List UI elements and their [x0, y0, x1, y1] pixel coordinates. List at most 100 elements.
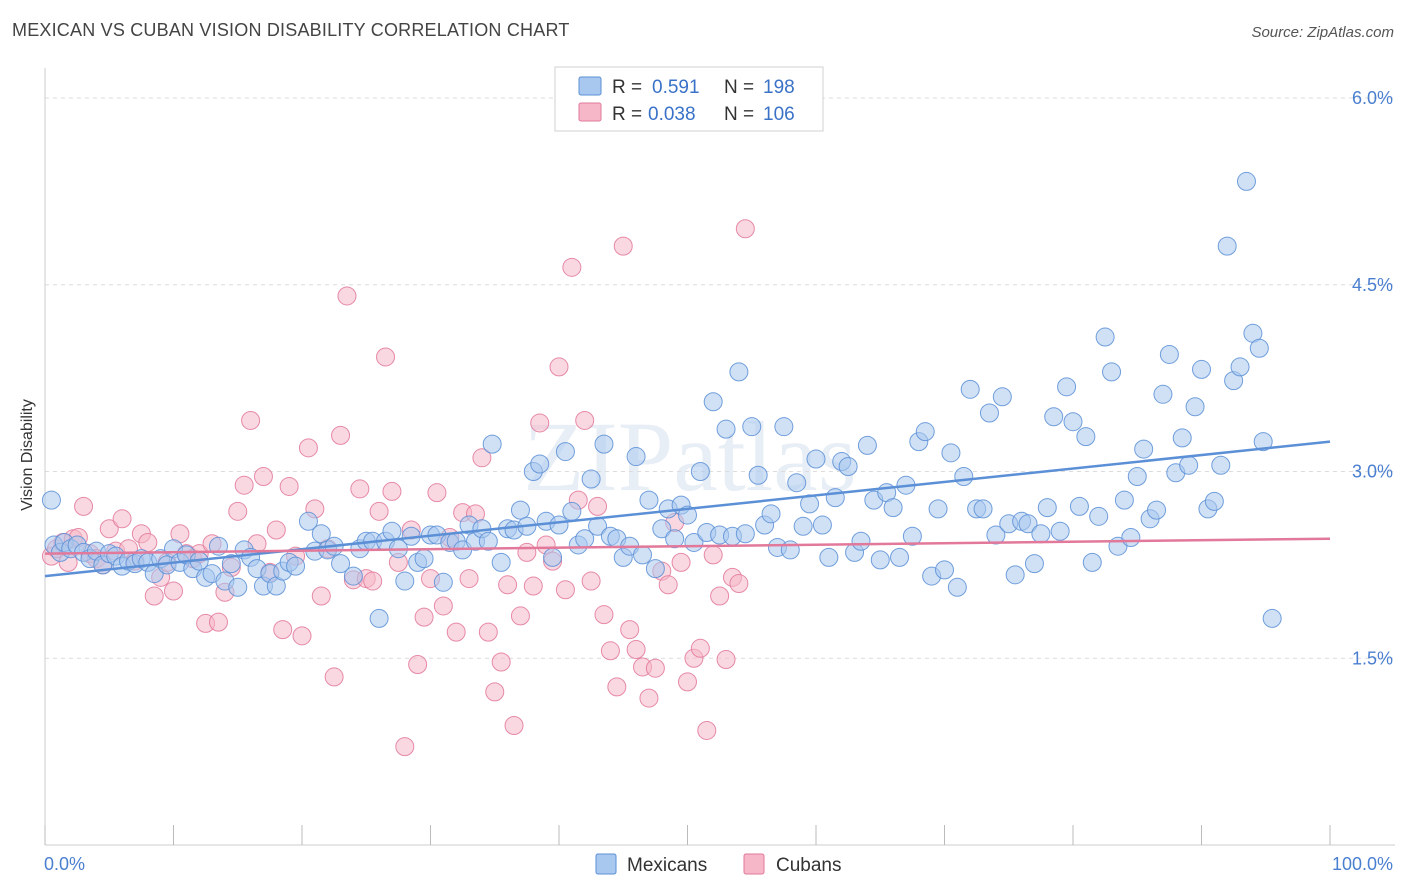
point-mexicans [510, 500, 530, 520]
point-mexicans [626, 447, 646, 467]
y-tick-label: 1.5% [1352, 648, 1393, 668]
point-cubans [408, 654, 428, 674]
point-cubans [716, 649, 736, 669]
point-mexicans [1031, 524, 1051, 544]
point-cubans [575, 410, 595, 430]
point-mexicans [482, 434, 502, 454]
point-cubans [504, 715, 524, 735]
point-mexicans [633, 545, 653, 565]
point-mexicans [935, 560, 954, 580]
point-mexicans [819, 547, 839, 567]
trend-lines [44, 440, 1331, 578]
legend: R = 0.591 N = 198 R = 0.038 N = 106 [554, 66, 824, 132]
legend-r-label-2: R = [612, 104, 642, 125]
point-mexicans [780, 540, 800, 560]
point-cubans [234, 475, 254, 495]
point-mexicans [1089, 506, 1109, 526]
point-mexicans [960, 379, 980, 399]
point-mexicans [986, 525, 1006, 545]
point-mexicans [1211, 455, 1231, 475]
point-mexicans [549, 515, 569, 535]
point-cubans [703, 545, 723, 565]
point-mexicans [851, 531, 871, 551]
point-cubans [498, 575, 518, 595]
point-mexicans [1063, 412, 1083, 432]
point-mexicans [286, 556, 306, 576]
point-cubans [337, 286, 357, 306]
point-mexicans [1114, 490, 1134, 510]
point-cubans [433, 596, 453, 616]
point-mexicans [812, 515, 832, 535]
point-mexicans [1230, 357, 1250, 377]
point-mexicans [1050, 521, 1070, 541]
point-cubans [491, 652, 511, 672]
point-mexicans [716, 419, 736, 439]
point-mexicans [41, 490, 61, 510]
point-mexicans [793, 516, 813, 536]
tick-labels: 1.5% 3.0% 4.5% 6.0% 0.0% 100.0% [44, 88, 1393, 874]
legend-n-label-2: N = [724, 104, 754, 125]
point-cubans [99, 519, 119, 539]
point-cubans [581, 571, 601, 591]
point-mexicans [742, 417, 762, 437]
point-mexicans [857, 435, 877, 455]
point-mexicans [1172, 428, 1192, 448]
point-mexicans [1005, 565, 1025, 585]
point-mexicans [1185, 397, 1205, 417]
legend-n-value-2: 106 [763, 104, 795, 125]
point-cubans [671, 552, 691, 572]
point-mexicans [343, 566, 363, 586]
point-cubans [485, 682, 505, 702]
point-cubans [459, 569, 479, 589]
point-mexicans [1147, 500, 1167, 520]
point-mexicans [594, 434, 614, 454]
point-cubans [311, 586, 331, 606]
point-mexicans [825, 488, 845, 508]
point-mexicans [1044, 407, 1064, 427]
point-cubans [273, 620, 293, 640]
point-cubans [228, 501, 248, 521]
point-mexicans [1153, 384, 1173, 404]
point-mexicans [491, 552, 511, 572]
point-mexicans [298, 511, 318, 531]
point-cubans [241, 410, 261, 430]
point-cubans [710, 586, 730, 606]
point-cubans [626, 640, 646, 660]
point-mexicans [665, 529, 685, 549]
source-note: Source: ZipAtlas.com [1251, 24, 1394, 41]
point-mexicans [928, 499, 948, 519]
point-mexicans [690, 462, 710, 481]
point-mexicans [1192, 359, 1211, 379]
point-mexicans [748, 465, 768, 485]
point-cubans [658, 575, 678, 595]
point-mexicans [382, 521, 402, 541]
point-cubans [555, 580, 575, 600]
point-cubans [690, 638, 710, 658]
legend-r-label-1: R = [612, 77, 642, 98]
point-cubans [594, 605, 614, 625]
chart-title: MEXICAN VS CUBAN VISION DISABILITY CORRE… [12, 20, 570, 40]
point-mexicans [221, 554, 241, 574]
point-mexicans [979, 403, 999, 423]
point-cubans [74, 496, 94, 516]
y-axis-label: Vision Disability [19, 399, 36, 511]
point-mexicans [806, 449, 826, 469]
point-cubans [510, 606, 530, 626]
gridlines [45, 97, 1395, 659]
point-mexicans [1082, 552, 1102, 572]
point-cubans [523, 576, 543, 596]
point-mexicans [639, 490, 659, 510]
point-mexicans [954, 466, 974, 486]
point-mexicans [1159, 344, 1179, 364]
point-mexicans [787, 473, 807, 493]
point-mexicans [941, 443, 961, 463]
point-mexicans [228, 577, 248, 597]
point-mexicans [311, 524, 331, 544]
point-cubans [395, 737, 415, 757]
series-mexicans [41, 171, 1282, 628]
bottom-legend-label-mexicans: Mexicans [627, 855, 707, 876]
point-cubans [600, 641, 620, 661]
point-mexicans [1217, 236, 1237, 256]
point-cubans [613, 236, 633, 256]
